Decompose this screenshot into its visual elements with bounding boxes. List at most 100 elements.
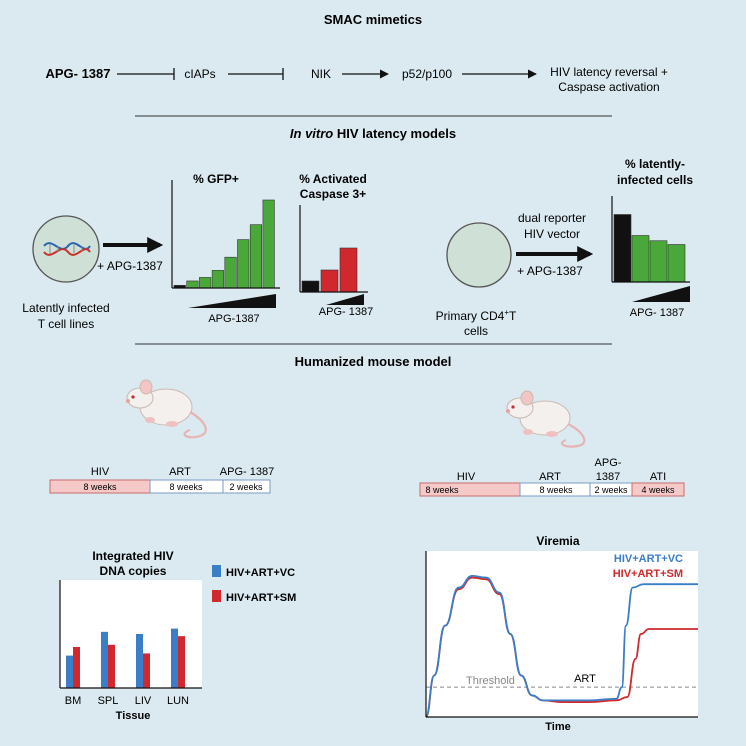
gfp-dose-wedge — [188, 294, 276, 308]
timeline-b-hiv-duration: 8 weeks — [425, 485, 459, 495]
timeline-b-apg-header-1: APG- — [595, 457, 622, 469]
primary-cell-label-t: T — [509, 309, 517, 323]
latent-chart-xlabel: APG- 1387 — [630, 307, 684, 319]
timeline-a-art-duration: 8 weeks — [169, 482, 203, 492]
vector-treatment-label: + APG-1387 — [517, 264, 583, 278]
pathway-nik-label: NIK — [311, 67, 331, 81]
timeline-b-ati-header: ATI — [650, 471, 666, 483]
timeline-b-apg-header-2: 1387 — [596, 471, 620, 483]
bar-2 — [649, 240, 668, 283]
inhibit-arrow-2 — [228, 68, 284, 80]
bar-1 — [186, 280, 199, 289]
gfp-chart-xlabel: APG-1387 — [208, 313, 259, 325]
pathway-drug-label: APG- 1387 — [45, 66, 110, 81]
timeline-b-ati-segment — [631, 482, 685, 497]
vector-label-1: dual reporter — [518, 211, 586, 225]
bar-3 — [667, 244, 686, 283]
dna-chart-title-2: DNA copies — [100, 564, 167, 578]
bar-SPL-sm — [108, 644, 115, 688]
primary-cd4-cell-icon — [446, 222, 512, 288]
viremia-series-vc — [425, 574, 698, 718]
latent-bar-chart — [613, 214, 686, 283]
timeline-a: HIV ART APG- 1387 8 weeks 8 weeks 2 week… — [49, 466, 274, 494]
bar-2 — [199, 277, 212, 289]
bar-BM-vc — [66, 655, 73, 688]
treatment-label-1: + APG-1387 — [97, 259, 163, 273]
dna-tick-BM: BM — [65, 695, 82, 707]
bar-4 — [224, 256, 237, 289]
dna-tick-LIV: LIV — [135, 695, 152, 707]
bar-SPL-vc — [101, 631, 108, 688]
mouse-section-title: Humanized mouse model — [295, 354, 452, 369]
invitro-title-italic: In vitro — [290, 126, 333, 141]
timeline-b-art-header: ART — [539, 471, 561, 483]
pathway-p52-label: p52/p100 — [402, 67, 452, 81]
bar-LIV-vc — [136, 634, 143, 688]
inhibit-arrow-1 — [117, 68, 175, 80]
pathway-outcome-line2: Caspase activation — [558, 80, 659, 94]
viremia-chart-xlabel: Time — [545, 721, 570, 733]
timeline-b-hiv-header: HIV — [457, 471, 476, 483]
legend-label-0: HIV+ART+VC — [226, 567, 295, 579]
bar-3 — [211, 270, 224, 289]
timeline-a-apg-header: APG- 1387 — [220, 466, 274, 478]
caspase-chart-title-1: % Activated — [299, 172, 367, 186]
bar-0 — [613, 214, 632, 283]
vector-label-2: HIV vector — [524, 227, 580, 241]
gfp-chart-title: % GFP+ — [193, 172, 239, 186]
timeline-a-art-header: ART — [169, 466, 191, 478]
viremia-chart-title: Viremia — [536, 534, 579, 548]
bar-6 — [249, 224, 262, 289]
bar-LIV-sm — [143, 653, 150, 688]
threshold-label: Threshold — [466, 675, 515, 687]
art-phase-label: ART — [574, 673, 596, 685]
viremia-legend-1: HIV+ART+SM — [613, 568, 683, 580]
mouse-b-icon — [506, 390, 586, 448]
gfp-bar-chart — [173, 199, 275, 289]
caspase-chart-title-2: Caspase 3+ — [300, 187, 366, 201]
primary-cell-superscript: + — [504, 308, 509, 317]
bar-5 — [237, 239, 250, 289]
pathway-outcome-line1: HIV latency reversal + — [550, 65, 668, 79]
viremia-legend-0: HIV+ART+VC — [614, 553, 683, 565]
bar-LUN-sm — [178, 636, 185, 688]
legend-swatch-0 — [212, 565, 221, 577]
dna-chart-xlabel: Tissue — [116, 710, 151, 722]
invitro-title-rest: HIV latency models — [333, 126, 456, 141]
latent-chart-title-2: infected cells — [617, 173, 693, 187]
timeline-a-hiv-header: HIV — [91, 466, 110, 478]
primary-cell-label-text: Primary CD4 — [436, 309, 505, 323]
dna-legend: HIV+ART+VC HIV+ART+SM — [212, 565, 296, 604]
bar-0 — [301, 280, 320, 293]
invitro-title: In vitro HIV latency models — [290, 126, 456, 141]
dna-chart-title-1: Integrated HIV — [92, 549, 173, 563]
pathway-ciaps-label: cIAPs — [184, 67, 215, 81]
dna-tick-labels: BM SPL LIV LUN — [65, 695, 189, 707]
caspase-dose-wedge — [326, 294, 364, 305]
latent-dose-wedge — [632, 286, 690, 302]
cell-line-label-2: T cell lines — [38, 317, 94, 331]
bar-2 — [339, 247, 358, 293]
timeline-b: HIV ART APG- 1387 ATI 8 weeks 8 weeks 2 … — [419, 457, 685, 497]
bar-BM-sm — [73, 646, 80, 688]
t-cell-dna-icon — [32, 215, 100, 283]
primary-cell-label-2: cells — [464, 324, 488, 338]
timeline-a-apg-segment — [222, 479, 271, 494]
timeline-a-apg-duration: 2 weeks — [229, 482, 263, 492]
bar-1 — [631, 235, 650, 283]
cell-line-label-1: Latently infected — [22, 301, 109, 315]
legend-label-1: HIV+ART+SM — [226, 592, 296, 604]
caspase-bar-chart — [301, 247, 358, 293]
dna-bar-chart — [66, 628, 185, 688]
latent-chart-title-1: % latently- — [625, 157, 685, 171]
viremia-chart-frame — [426, 551, 698, 717]
bar-7 — [262, 199, 275, 289]
legend-swatch-1 — [212, 590, 221, 602]
bar-1 — [320, 269, 339, 293]
bar-LUN-vc — [171, 628, 178, 688]
timeline-a-hiv-duration: 8 weeks — [83, 482, 117, 492]
caspase-chart-xlabel: APG- 1387 — [319, 306, 373, 318]
mouse-a-icon — [126, 379, 207, 439]
timeline-b-ati-duration: 4 weeks — [641, 485, 675, 495]
